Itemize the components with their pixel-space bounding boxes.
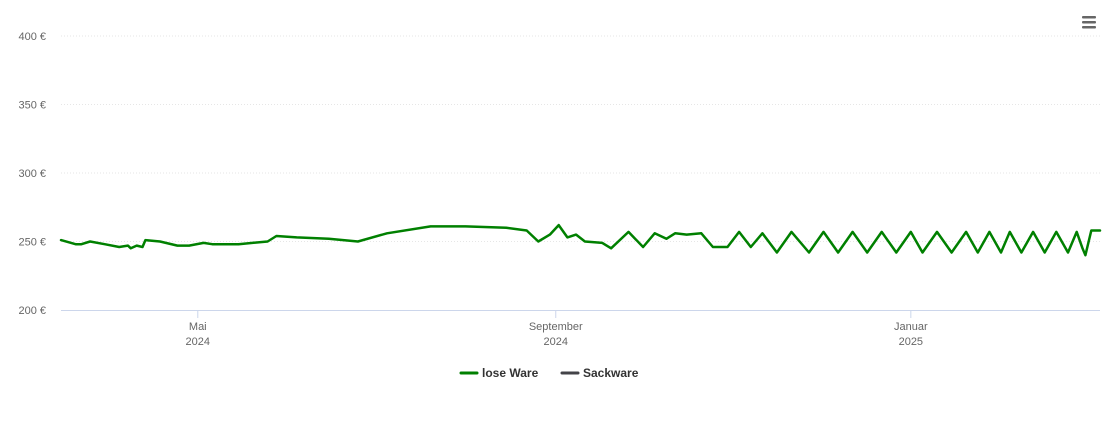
legend-item-lose-ware[interactable]: lose Ware xyxy=(459,366,539,380)
legend-item-sackware[interactable]: Sackware xyxy=(560,366,639,380)
y-axis: 200 € 250 € 300 € 350 € 400 € xyxy=(18,31,46,317)
y-tick-label: 300 € xyxy=(18,168,46,180)
y-tick-label: 200 € xyxy=(18,305,46,317)
legend: lose Ware Sackware xyxy=(459,366,639,380)
x-tick-label: Mai xyxy=(189,321,207,333)
y-tick-label: 400 € xyxy=(18,31,46,43)
x-tick-label: 2024 xyxy=(186,336,210,348)
series-line-lose-ware xyxy=(59,223,1102,257)
x-tick-label: Januar xyxy=(894,321,928,333)
legend-label-sackware: Sackware xyxy=(583,366,639,380)
grid-lines xyxy=(61,35,1100,242)
legend-label-lose-ware: lose Ware xyxy=(482,366,539,380)
x-tick-label: September xyxy=(529,321,583,333)
x-tick-label: 2024 xyxy=(544,336,568,348)
series-lines xyxy=(59,223,1102,257)
x-axis-labels: Mai 2024 September 2024 Januar 2025 xyxy=(186,310,928,348)
hamburger-menu-icon[interactable] xyxy=(1078,12,1100,32)
y-tick-label: 350 € xyxy=(18,100,46,112)
x-tick-label: 2025 xyxy=(899,336,923,348)
y-tick-label: 250 € xyxy=(18,237,46,249)
